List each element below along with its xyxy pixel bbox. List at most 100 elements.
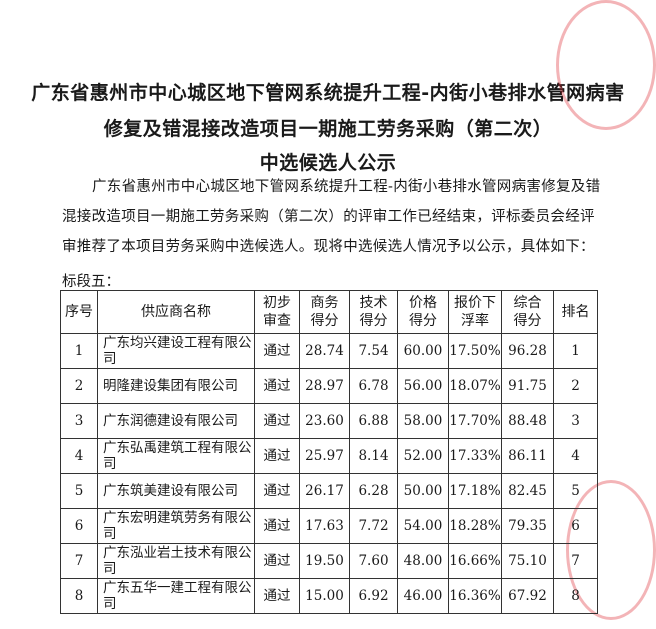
table-cell: 28.74: [299, 333, 350, 369]
table-cell: 7: [553, 543, 598, 579]
column-header-label: 排名: [561, 304, 590, 320]
table-row: 4 广东弘禹建筑工程有限公司 通过 25.97 8.14 52.00 17.33% 86.11…: [60, 438, 598, 474]
table-cell: 通过: [254, 333, 300, 369]
title-line-1: 广东省惠州市中心城区地下管网系统提升工程-内街小巷排水管网病害: [31, 82, 625, 104]
table-row: 3 广东润德建设有限公司 通过 23.60 6.88 58.00 17.70% 88.48 3: [60, 403, 598, 439]
table-cell: 60.00: [397, 333, 449, 369]
table-cell: 19.50: [299, 543, 350, 579]
table-cell: 5: [60, 473, 98, 509]
table-cell: 7.54: [349, 333, 398, 369]
table-cell: 通过: [254, 368, 300, 404]
table-cell: 88.48: [501, 403, 554, 439]
table-cell: 广东润德建设有限公司: [97, 403, 255, 439]
table-cell: 通过: [254, 578, 300, 614]
table-cell: 广东弘禹建筑工程有限公司: [97, 438, 255, 474]
candidates-table: 序号 供应商名称 初步审查 商务得分 技术得分 价格得分 报价下浮率 综合得分 排名 1 广东均兴…: [60, 290, 598, 614]
table-cell: 17.50%: [448, 333, 502, 369]
table-row: 8 广东五华一建工程有限公司 通过 15.00 6.92 46.00 16.36% 67.92…: [60, 578, 598, 614]
table-cell: 6.92: [349, 578, 398, 614]
table-cell: 8: [553, 578, 598, 614]
table-cell: 通过: [254, 438, 300, 474]
table-row: 6 广东宏明建筑劳务有限公司 通过 17.63 7.72 54.00 18.28% 79.35…: [60, 508, 598, 544]
table-cell: 4: [553, 438, 598, 474]
table-cell: 广东均兴建设工程有限公司: [97, 333, 255, 369]
table-row: 7 广东泓业岩土技术有限公司 通过 19.50 7.60 48.00 16.66% 75.10…: [60, 543, 598, 579]
table-cell: 56.00: [397, 368, 449, 404]
column-header: 报价下浮率: [448, 290, 502, 334]
table-cell: 17.70%: [448, 403, 502, 439]
table-row: 2 明隆建设集团有限公司 通过 28.97 6.78 56.00 18.07% 91.75 2: [60, 368, 598, 404]
table-cell: 17.18%: [448, 473, 502, 509]
table-cell: 5: [553, 473, 598, 509]
table-cell: 广东宏明建筑劳务有限公司: [97, 508, 255, 544]
table-cell: 通过: [254, 543, 300, 579]
column-header: 序号: [60, 290, 98, 334]
table-cell: 96.28: [501, 333, 554, 369]
table-cell: 18.07%: [448, 368, 502, 404]
table-cell: 23.60: [299, 403, 350, 439]
section-label: 标段五：: [62, 274, 120, 290]
seal-stamp-top: [556, 0, 656, 130]
table-cell: 52.00: [397, 438, 449, 474]
table-cell: 26.17: [299, 473, 350, 509]
table-cell: 58.00: [397, 403, 449, 439]
title-line-2: 修复及错混接改造项目一期施工劳务采购（第二次）: [103, 118, 553, 140]
table-cell: 2: [553, 368, 598, 404]
column-header: 初步审查: [254, 290, 300, 334]
column-header-label: 报价下浮率: [453, 295, 496, 329]
column-header-label: 供应商名称: [141, 304, 211, 320]
column-header: 排名: [553, 290, 598, 334]
table-cell: 16.66%: [448, 543, 502, 579]
table-cell: 6: [553, 508, 598, 544]
table-cell: 6: [60, 508, 98, 544]
table-cell: 75.10: [501, 543, 554, 579]
column-header-label: 商务得分: [310, 295, 339, 329]
table-cell: 明隆建设集团有限公司: [97, 368, 255, 404]
table-cell: 50.00: [397, 473, 449, 509]
table-cell: 2: [60, 368, 98, 404]
column-header-label: 价格得分: [408, 295, 437, 329]
table-cell: 1: [60, 333, 98, 369]
table-cell: 8.14: [349, 438, 398, 474]
table-cell: 3: [553, 403, 598, 439]
table-cell: 7: [60, 543, 98, 579]
table-row: 1 广东均兴建设工程有限公司 通过 28.74 7.54 60.00 17.50% 96.28…: [60, 333, 598, 369]
table-cell: 67.92: [501, 578, 554, 614]
table-cell: 6.88: [349, 403, 398, 439]
column-header: 供应商名称: [97, 290, 255, 334]
column-header-label: 序号: [65, 304, 93, 320]
intro-paragraph: 广东省惠州市中心城区地下管网系统提升工程-内街小巷排水管网病害修复及错混接改造项…: [62, 179, 601, 255]
table-cell: 54.00: [397, 508, 449, 544]
table-cell: 17.63: [299, 508, 350, 544]
table-cell: 通过: [254, 403, 300, 439]
table-cell: 16.36%: [448, 578, 502, 614]
column-header: 综合得分: [501, 290, 554, 334]
table-cell: 25.97: [299, 438, 350, 474]
table-header: 序号 供应商名称 初步审查 商务得分 技术得分 价格得分 报价下浮率 综合得分 排名: [60, 290, 598, 334]
column-header-label: 初步审查: [262, 295, 291, 329]
table-cell: 28.97: [299, 368, 350, 404]
table-cell: 8: [60, 578, 98, 614]
column-header-label: 综合得分: [513, 295, 542, 329]
table-row: 5 广东筑美建设有限公司 通过 26.17 6.28 50.00 17.18% 82.45 5: [60, 473, 598, 509]
table-cell: 91.75: [501, 368, 554, 404]
table-cell: 广东泓业岩土技术有限公司: [97, 543, 255, 579]
table-cell: 46.00: [397, 578, 449, 614]
column-header: 商务得分: [299, 290, 350, 334]
table-cell: 15.00: [299, 578, 350, 614]
table-cell: 4: [60, 438, 98, 474]
table-cell: 18.28%: [448, 508, 502, 544]
table-cell: 6.28: [349, 473, 398, 509]
title-line-3: 中选候选人公示: [259, 152, 397, 174]
table-cell: 通过: [254, 508, 300, 544]
table-cell: 1: [553, 333, 598, 369]
table-cell: 7.72: [349, 508, 398, 544]
column-header: 价格得分: [397, 290, 449, 334]
table-cell: 7.60: [349, 543, 398, 579]
column-header: 技术得分: [349, 290, 398, 334]
table-cell: 17.33%: [448, 438, 502, 474]
table-cell: 广东五华一建工程有限公司: [97, 578, 255, 614]
table-cell: 82.45: [501, 473, 554, 509]
table-cell: 广东筑美建设有限公司: [97, 473, 255, 509]
table-cell: 3: [60, 403, 98, 439]
